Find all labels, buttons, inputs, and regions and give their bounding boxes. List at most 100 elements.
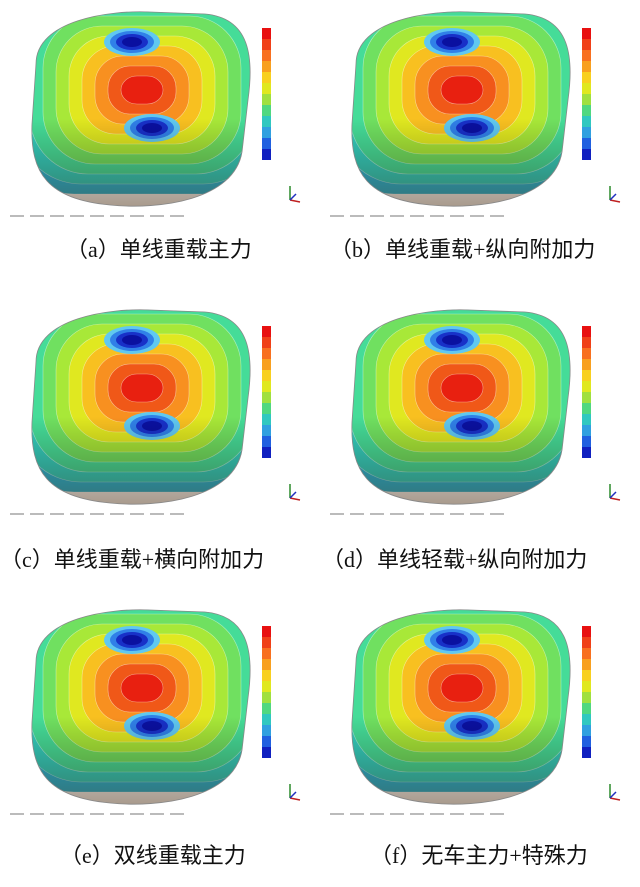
colorbar-cell <box>262 61 271 72</box>
axis-icon <box>289 199 301 203</box>
colorbar-cell <box>262 747 271 758</box>
colorbar-cell <box>262 72 271 83</box>
colorbar-cell <box>262 326 271 337</box>
colorbar-cell <box>582 725 591 736</box>
axis-icon <box>289 797 301 801</box>
contour-plot <box>330 309 621 515</box>
axis-icon <box>289 193 297 201</box>
colorbar-cell <box>582 138 591 149</box>
caption: （a）单线重载主力 <box>66 237 252 262</box>
colorbar-cell <box>582 72 591 83</box>
colorbar-cell <box>582 626 591 637</box>
contour-plot <box>10 609 301 815</box>
axis-icon <box>609 791 617 799</box>
colorbar-cell <box>582 116 591 127</box>
colorbar-cell <box>262 127 271 138</box>
colorbar-cell <box>582 348 591 359</box>
colorbar-cell <box>262 28 271 39</box>
colorbar-cell <box>582 149 591 160</box>
axis-icon <box>289 491 297 499</box>
surface <box>351 11 571 207</box>
outline <box>31 11 251 207</box>
outline <box>31 609 251 805</box>
contour-plot <box>330 11 621 217</box>
colorbar-cell <box>582 648 591 659</box>
colorbar-cell <box>582 392 591 403</box>
colorbar-cell <box>262 50 271 61</box>
colorbar-cell <box>582 736 591 747</box>
shading <box>31 309 251 505</box>
colorbar-cell <box>582 326 591 337</box>
shading <box>351 11 571 207</box>
colorbar-cell <box>582 414 591 425</box>
outline <box>31 309 251 505</box>
colorbar-cell <box>582 28 591 39</box>
caption: （b）单线重载+纵向附加力 <box>330 237 596 262</box>
caption: （e）双线重载主力 <box>60 843 246 868</box>
shading <box>31 609 251 805</box>
surface <box>31 309 251 505</box>
colorbar-cell <box>262 116 271 127</box>
colorbar-cell <box>262 370 271 381</box>
colorbar-cell <box>262 105 271 116</box>
colorbar-cell <box>262 436 271 447</box>
colorbar-cell <box>262 39 271 50</box>
colorbar-cell <box>262 348 271 359</box>
colorbar-cell <box>262 703 271 714</box>
colorbar-cell <box>262 149 271 160</box>
axis-icon <box>609 193 617 201</box>
colorbar-cell <box>582 425 591 436</box>
colorbar-cell <box>262 337 271 348</box>
colorbar-cell <box>582 94 591 105</box>
colorbar-cell <box>262 681 271 692</box>
axis-icon <box>289 497 301 501</box>
outline <box>351 11 571 207</box>
colorbar-cell <box>262 392 271 403</box>
colorbar-cell <box>582 337 591 348</box>
axis-icon <box>289 791 297 799</box>
caption: （c）单线重载+横向附加力 <box>0 547 265 572</box>
colorbar-cell <box>582 670 591 681</box>
colorbar-cell <box>582 50 591 61</box>
colorbar-cell <box>262 714 271 725</box>
colorbar-cell <box>262 381 271 392</box>
colorbar-cell <box>582 359 591 370</box>
contour-plot <box>10 309 301 515</box>
colorbar-cell <box>262 648 271 659</box>
axis-icon <box>609 199 621 203</box>
colorbar-cell <box>262 138 271 149</box>
caption: （d）单线轻载+纵向附加力 <box>322 547 588 572</box>
shading <box>351 309 571 505</box>
colorbar-cell <box>582 105 591 116</box>
colorbar-cell <box>582 436 591 447</box>
outline <box>351 309 571 505</box>
surface <box>31 11 251 207</box>
contour-plot <box>330 609 621 815</box>
axis-icon <box>609 497 621 501</box>
colorbar-cell <box>582 692 591 703</box>
colorbar-cell <box>262 692 271 703</box>
contour-plot <box>10 11 301 217</box>
surface <box>351 609 571 805</box>
colorbar-cell <box>582 447 591 458</box>
colorbar-cell <box>262 736 271 747</box>
surface <box>351 309 571 505</box>
colorbar-cell <box>582 747 591 758</box>
shading <box>31 11 251 207</box>
colorbar-cell <box>582 39 591 50</box>
colorbar-cell <box>582 381 591 392</box>
colorbar-cell <box>582 659 591 670</box>
colorbar-cell <box>262 637 271 648</box>
surface <box>31 609 251 805</box>
colorbar-cell <box>262 626 271 637</box>
colorbar-cell <box>262 425 271 436</box>
axis-icon <box>609 491 617 499</box>
colorbar-cell <box>582 637 591 648</box>
colorbar-cell <box>262 94 271 105</box>
colorbar-cell <box>262 447 271 458</box>
colorbar-cell <box>582 403 591 414</box>
colorbar-cell <box>262 725 271 736</box>
colorbar-cell <box>262 670 271 681</box>
colorbar-cell <box>262 414 271 425</box>
